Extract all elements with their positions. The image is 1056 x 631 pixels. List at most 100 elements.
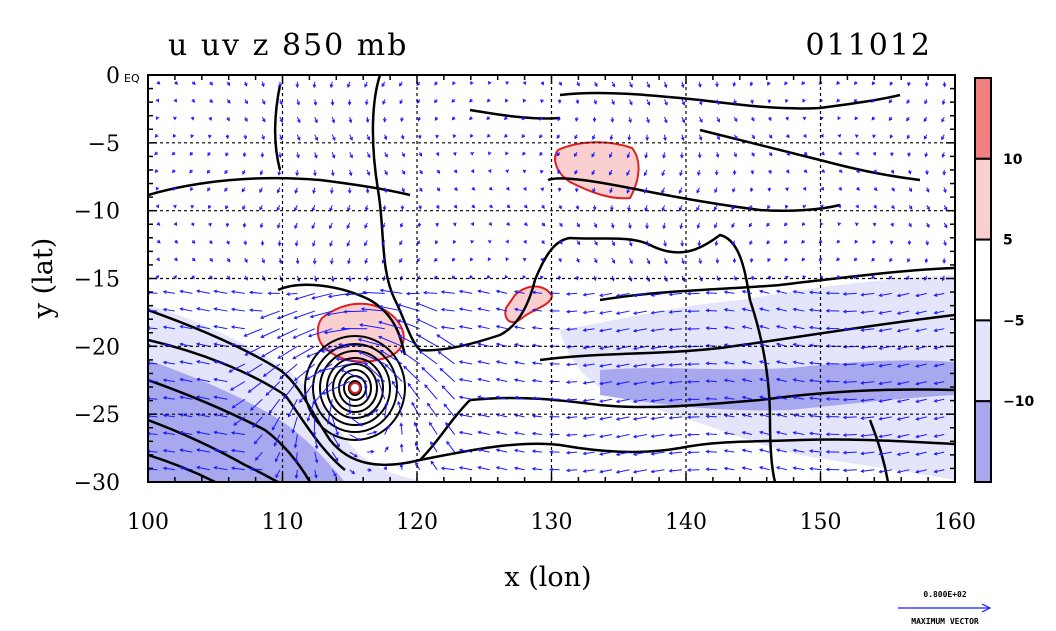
wind-vector (231, 326, 245, 330)
wind-vector-head (628, 242, 633, 247)
wind-vector-head (293, 444, 298, 449)
wind-vector-head (383, 189, 388, 194)
wind-vector-head (329, 225, 333, 230)
wind-vector-head (261, 136, 265, 141)
wind-vector-head (243, 135, 248, 140)
wind-vector-head (723, 308, 728, 312)
wind-vector-head (531, 414, 536, 418)
wind-vector (514, 414, 525, 418)
wind-vector-head (715, 153, 720, 159)
wind-vector-head (825, 414, 830, 419)
wind-vector-head (576, 82, 580, 87)
wind-vector-head (360, 307, 365, 311)
wind-vector (651, 451, 665, 455)
wind-vector-head (541, 222, 546, 227)
wind-vector (361, 308, 385, 312)
wind-vector (879, 434, 892, 438)
wind-vector-head (451, 275, 456, 280)
wind-vector-head (458, 342, 463, 347)
wind-vector (809, 309, 822, 312)
wind-vector-head (274, 458, 279, 463)
wind-vector (349, 434, 361, 441)
wind-vector-head (208, 117, 212, 122)
wind-vector-head (681, 119, 686, 124)
wind-vector-head (933, 416, 938, 421)
wind-vector (292, 345, 316, 360)
wind-vector-head (383, 136, 388, 141)
wind-vector (916, 310, 927, 315)
wind-vector-head (565, 468, 570, 473)
wind-vector-head (860, 433, 865, 438)
wind-vector-head (513, 378, 518, 382)
wind-vector (250, 309, 263, 312)
wind-vector (742, 290, 753, 294)
wind-vector-head (915, 364, 920, 368)
wind-vector-head (179, 342, 184, 347)
wind-vector-head (786, 152, 791, 156)
wind-vector-head (741, 289, 746, 294)
wind-vector (616, 310, 630, 315)
wind-vector-head (226, 99, 231, 104)
wind-vector-head (943, 206, 948, 211)
wind-vector-head (522, 151, 526, 156)
wind-vector (214, 449, 228, 453)
wind-vector-head (228, 369, 233, 373)
wind-vector-head (436, 169, 441, 174)
wind-vector (288, 399, 298, 417)
wind-vector-head (767, 276, 772, 281)
wind-vector-head (818, 239, 823, 244)
wind-vector-head (230, 466, 235, 471)
colorbar-label: −5 (1003, 313, 1024, 329)
wind-vector-head (249, 308, 254, 313)
wind-vector-head (277, 224, 281, 229)
wind-vector-head (155, 98, 160, 103)
wind-vector-head (487, 257, 492, 262)
wind-vector-head (615, 417, 620, 421)
wind-vector-head (226, 240, 230, 245)
wind-vector-head (364, 242, 368, 247)
wind-vector-head (435, 134, 439, 139)
wind-vector (496, 361, 508, 365)
wind-vector-head (856, 187, 860, 191)
wind-vector (308, 328, 333, 337)
wind-vector (599, 310, 613, 314)
wind-vector (566, 434, 578, 436)
wind-vector (275, 469, 281, 478)
wind-vector-head (680, 242, 685, 247)
wind-vector (616, 451, 630, 456)
wind-vector-head (415, 461, 419, 466)
grid-lines (148, 75, 955, 482)
wind-vector (196, 308, 210, 312)
wind-vector (180, 431, 193, 436)
wind-vector (246, 363, 263, 375)
wind-vector (459, 290, 473, 294)
wind-vector-head (329, 84, 334, 89)
wind-vector-head (458, 325, 463, 329)
wind-vector (360, 324, 385, 330)
wind-vector (706, 327, 717, 330)
wind-vector-head (443, 403, 448, 408)
wind-vector (478, 378, 490, 383)
wind-vector (916, 434, 927, 438)
wind-vector (244, 345, 263, 356)
wind-vector (809, 291, 822, 294)
wind-vector-head (593, 100, 598, 105)
wind-vector-head (915, 293, 920, 298)
wind-vector-head (933, 363, 938, 368)
wind-vector-head (285, 292, 290, 296)
wind-vector-head (853, 81, 858, 85)
wind-vector-head (495, 324, 500, 329)
wind-vector-head (401, 188, 405, 193)
wind-vector-head (741, 342, 746, 347)
wind-vector (196, 396, 210, 400)
wind-vector (669, 292, 683, 296)
wind-vector (163, 308, 175, 312)
wind-vector-head (452, 222, 457, 227)
wind-vector-head (668, 468, 673, 473)
wind-vector-head (792, 342, 797, 347)
wind-vector-head (295, 172, 299, 177)
wind-vector (295, 292, 315, 300)
wind-vector (616, 434, 630, 438)
wind-vector (879, 363, 892, 367)
wind-vector-head (650, 469, 655, 474)
